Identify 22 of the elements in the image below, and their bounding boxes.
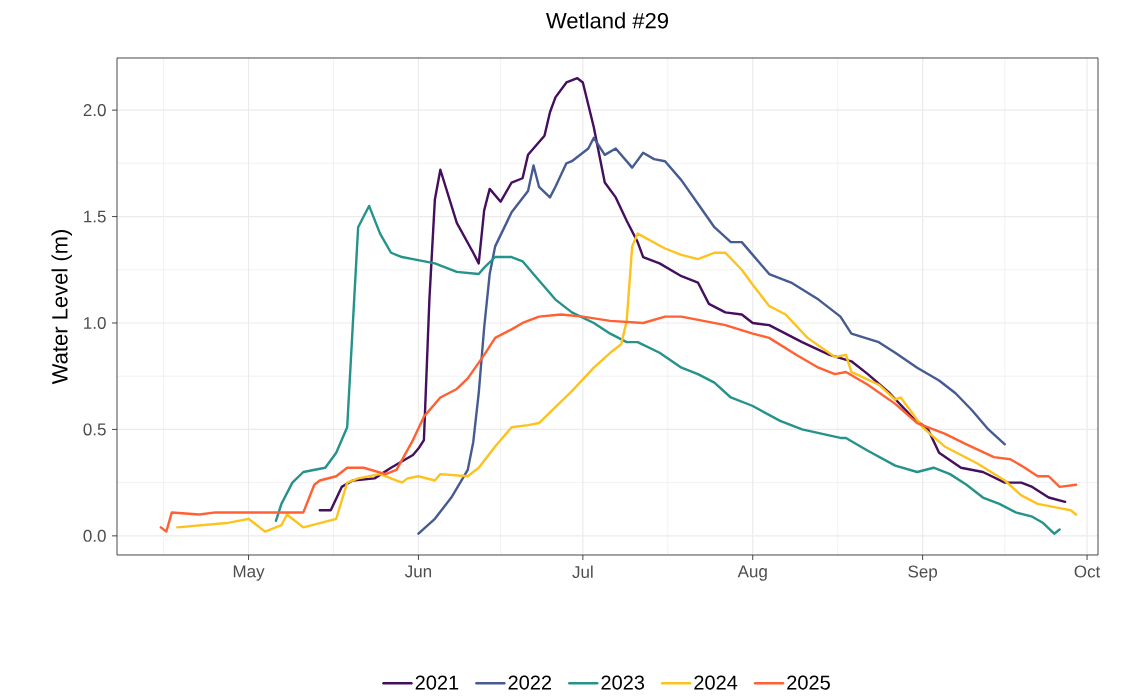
x-tick-label: Aug xyxy=(737,565,767,581)
chart-title: Wetland #29 xyxy=(546,12,668,29)
x-tick-label: Jul xyxy=(572,565,593,579)
legend-label: 2021 xyxy=(415,675,459,690)
y-tick-label: 0.0 xyxy=(83,529,106,542)
line-series xyxy=(176,232,1078,533)
x-tick-label: Sep xyxy=(908,565,938,581)
y-axis-title: Water Level (m) xyxy=(51,230,72,385)
x-tick-label: Jun xyxy=(404,565,432,578)
legend-label: 2022 xyxy=(508,675,552,690)
legend-label: 2025 xyxy=(787,675,830,690)
line-series xyxy=(274,204,1061,535)
legend-label: 2023 xyxy=(601,675,645,690)
y-tick-label: 1.0 xyxy=(84,316,106,330)
y-tick-label: 1.5 xyxy=(84,210,106,223)
y-tick-label: 0.5 xyxy=(83,423,106,436)
x-tick-label: Oct xyxy=(1074,565,1101,578)
y-tick-label: 2.0 xyxy=(83,104,106,117)
line-series xyxy=(318,77,1067,512)
legend-label: 2024 xyxy=(694,675,738,690)
x-tick-label: May xyxy=(233,565,265,581)
line-series xyxy=(417,136,1007,535)
